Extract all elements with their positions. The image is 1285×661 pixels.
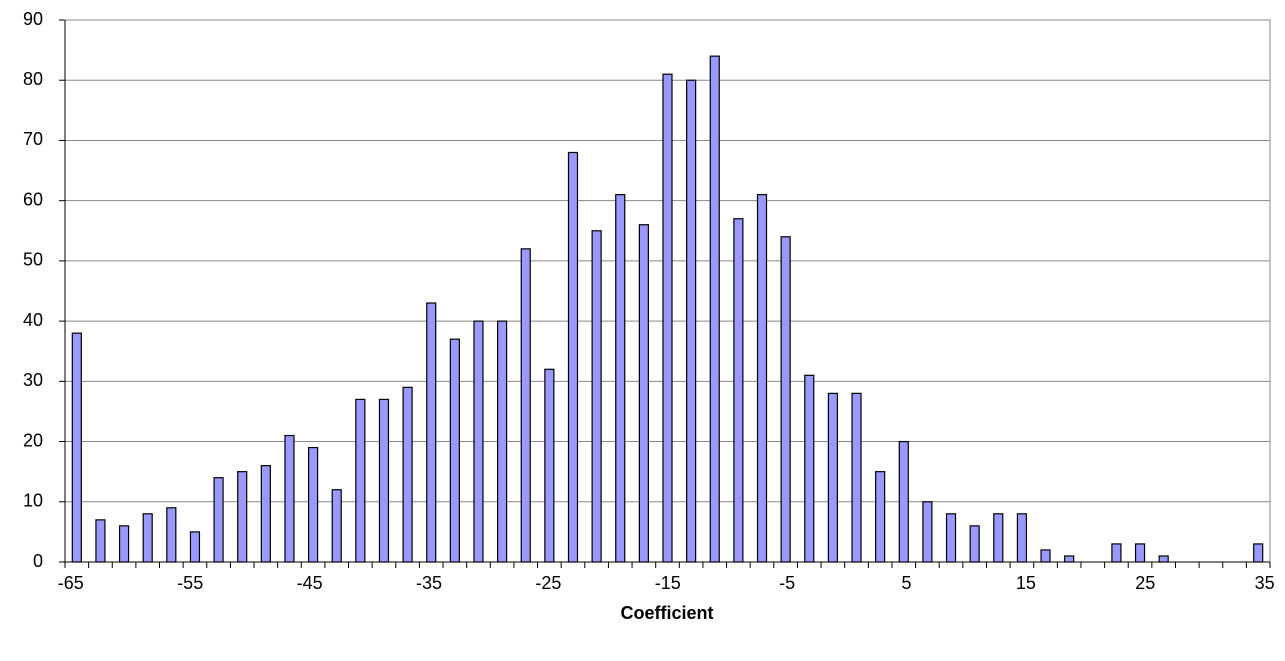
bar bbox=[71, 332, 82, 563]
bar bbox=[969, 525, 980, 563]
x-tick-label: -55 bbox=[177, 573, 203, 593]
x-tick-label: -25 bbox=[535, 573, 561, 593]
bar bbox=[378, 398, 390, 563]
bar bbox=[591, 230, 602, 563]
bar bbox=[520, 248, 531, 563]
bar bbox=[1016, 513, 1028, 563]
bar bbox=[1158, 555, 1169, 563]
bar bbox=[615, 194, 626, 563]
x-tick-label: -35 bbox=[416, 573, 442, 593]
x-tick-label: -45 bbox=[297, 573, 323, 593]
bar bbox=[804, 374, 815, 563]
y-tick-label: 40 bbox=[23, 310, 43, 330]
x-tick-label: -65 bbox=[58, 573, 84, 593]
bar bbox=[426, 302, 437, 563]
y-tick-label: 60 bbox=[23, 189, 43, 209]
bar bbox=[827, 392, 838, 563]
bar bbox=[118, 525, 130, 563]
bar bbox=[733, 218, 744, 563]
bar bbox=[709, 55, 720, 563]
y-tick-label: 20 bbox=[23, 430, 43, 450]
bar bbox=[851, 392, 862, 563]
bar bbox=[1040, 549, 1051, 563]
bar bbox=[260, 465, 271, 563]
bar bbox=[1111, 543, 1122, 563]
y-tick-label: 70 bbox=[23, 129, 43, 149]
bar bbox=[780, 236, 791, 563]
bar bbox=[875, 471, 886, 563]
y-tick-label: 0 bbox=[33, 551, 43, 571]
bar bbox=[662, 73, 673, 563]
bar bbox=[166, 507, 177, 563]
bar bbox=[449, 338, 460, 563]
bar bbox=[237, 471, 248, 563]
bar bbox=[142, 513, 153, 563]
bar bbox=[544, 368, 555, 563]
y-tick-label: 30 bbox=[23, 370, 43, 390]
bar bbox=[355, 398, 366, 563]
bar bbox=[756, 194, 768, 563]
bar bbox=[1134, 543, 1146, 563]
bar bbox=[307, 446, 319, 563]
bar bbox=[1064, 555, 1075, 563]
y-tick-label: 80 bbox=[23, 69, 43, 89]
x-axis-title: Coefficient bbox=[620, 603, 713, 623]
bar bbox=[213, 477, 224, 563]
x-tick-label: 25 bbox=[1135, 573, 1155, 593]
y-tick-label: 10 bbox=[23, 491, 43, 511]
bar bbox=[284, 434, 295, 563]
bar bbox=[898, 440, 909, 563]
bar bbox=[993, 513, 1004, 563]
bar bbox=[95, 519, 106, 563]
bar bbox=[189, 531, 201, 563]
bar bbox=[1253, 543, 1264, 563]
x-tick-label: -5 bbox=[779, 573, 795, 593]
bar bbox=[497, 320, 508, 563]
bar bbox=[922, 501, 933, 563]
bar bbox=[402, 386, 413, 563]
y-tick-label: 90 bbox=[23, 9, 43, 29]
x-tick-label: 15 bbox=[1016, 573, 1036, 593]
y-tick-label: 50 bbox=[23, 250, 43, 270]
x-tick-label: 5 bbox=[902, 573, 912, 593]
bar bbox=[331, 489, 342, 563]
bar bbox=[567, 151, 579, 563]
bar bbox=[638, 224, 649, 563]
bar bbox=[945, 513, 957, 563]
bar bbox=[473, 320, 484, 563]
x-tick-label: 35 bbox=[1255, 573, 1275, 593]
bar bbox=[686, 79, 697, 563]
x-tick-label: -15 bbox=[655, 573, 681, 593]
